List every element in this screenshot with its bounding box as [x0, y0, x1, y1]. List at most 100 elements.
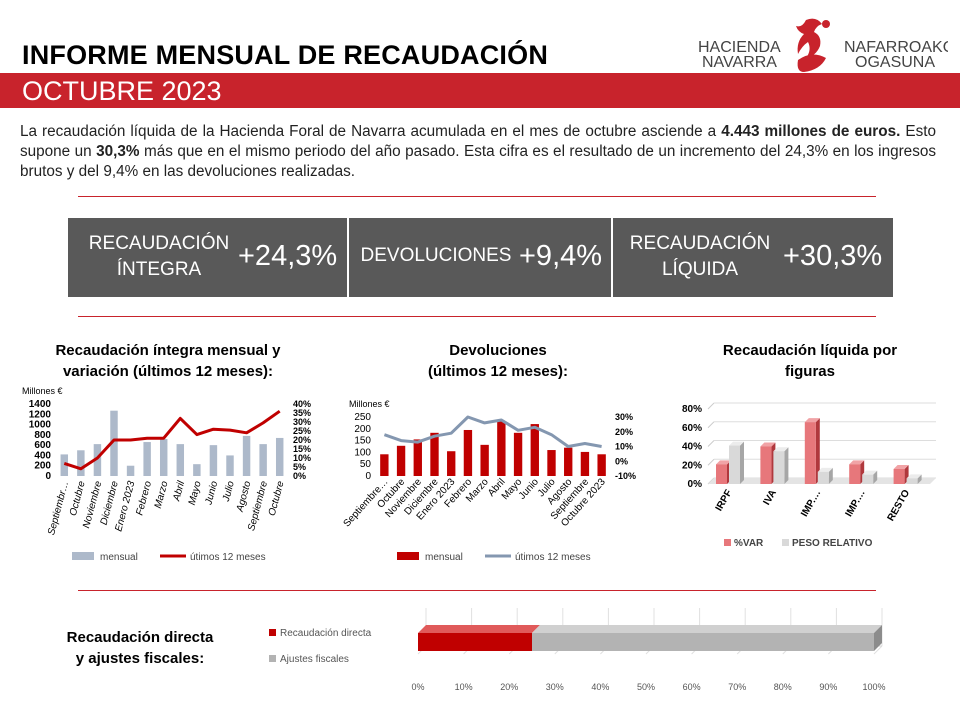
bar-mensual — [259, 444, 267, 476]
bar-var — [804, 422, 816, 484]
y2-tick-label: 30% — [615, 412, 633, 422]
category-label: Mayo — [187, 480, 204, 507]
bar-mensual — [597, 454, 606, 476]
bar-top — [849, 460, 865, 465]
bar-peso-relativo — [817, 471, 829, 484]
logo-left-line1: HACIENDA — [698, 39, 781, 56]
bar-mensual — [380, 454, 389, 476]
bar-mensual — [564, 447, 573, 476]
bar-top — [532, 625, 882, 633]
bar-top — [729, 441, 744, 446]
kpi-recaudacion-liquida: RECAUDACIÓN LÍQUIDA +30,3% — [613, 218, 893, 297]
bar-var — [760, 446, 772, 484]
y2-tick-label: -10% — [615, 471, 636, 481]
bar-var — [849, 464, 861, 484]
bar-side — [828, 467, 833, 484]
bar-top — [893, 465, 909, 469]
y2-tick-label: 20% — [615, 427, 633, 437]
legend-label-mensual: mensual — [100, 552, 138, 563]
y2-tick-label: 20% — [293, 435, 311, 445]
bar-side — [873, 470, 878, 484]
bar-top — [418, 625, 540, 633]
category-label: Julio — [221, 480, 237, 504]
grid-line — [873, 645, 883, 655]
legend-swatch-peso — [782, 539, 789, 546]
hacienda-navarra-logo: HACIENDA NAVARRA NAFARROAKO OGASUNA — [698, 18, 948, 72]
x-tick-label: 30% — [546, 682, 564, 692]
y2-tick-label: 10% — [615, 442, 633, 452]
y-tick-label: 200 — [34, 461, 51, 472]
divider — [78, 316, 876, 317]
legend-label-var: %VAR — [734, 538, 764, 549]
bar-mensual — [110, 410, 118, 476]
x-tick-label: 20% — [500, 682, 518, 692]
y2-tick-label: 30% — [293, 417, 311, 427]
legend-label: Recaudación directa — [280, 628, 372, 639]
y-tick-label: 100 — [354, 447, 371, 458]
bar-mensual — [193, 464, 201, 476]
bar-mensual — [275, 437, 284, 476]
bar-mensual — [242, 435, 251, 476]
kpi-recaudacion-integra: RECAUDACIÓN ÍNTEGRA +24,3% — [68, 218, 347, 297]
category-label: Abril — [171, 479, 187, 503]
bar-side — [815, 418, 820, 484]
bar-mensual — [396, 445, 406, 476]
bar-mensual — [77, 450, 85, 476]
legend-label-line: útimos 12 meses — [190, 552, 266, 563]
grid-line — [707, 421, 715, 429]
y-axis-unit-label: Millones € — [22, 386, 63, 396]
bar-mensual — [159, 438, 168, 476]
y-tick-label: 60% — [682, 423, 702, 434]
line-ultimos-12-meses — [63, 409, 281, 471]
intro-text-1: La recaudación líquida de la Hacienda Fo… — [20, 123, 722, 140]
coat-of-arms-icon — [796, 18, 830, 72]
kpi-value: +30,3% — [783, 240, 883, 272]
kpi-devoluciones: DEVOLUCIONES +9,4% — [349, 218, 611, 297]
bar-mensual — [580, 451, 590, 476]
bar-peso-relativo — [729, 445, 740, 484]
legend-swatch-mensual — [72, 552, 94, 560]
bar-peso-relativo — [862, 474, 874, 484]
category-label: IMP.… — [844, 488, 868, 519]
x-tick-label: 70% — [728, 682, 746, 692]
intro-text-2: Esto supone un — [20, 123, 937, 160]
grid-line — [707, 458, 715, 466]
x-tick-label: 80% — [774, 682, 792, 692]
y-tick-label: 80% — [682, 404, 702, 415]
chart4-title: Recaudación directa y ajustes fiscales: — [66, 629, 214, 667]
y-tick-label: 0 — [45, 471, 51, 482]
bar-top — [804, 418, 820, 423]
kpi-value: +9,4% — [519, 240, 603, 272]
y2-tick-label: 40% — [293, 399, 311, 409]
bar-mensual — [530, 424, 539, 476]
bar-mensual — [143, 442, 151, 476]
y-tick-label: 600 — [34, 440, 51, 451]
bar-top — [906, 474, 922, 479]
divider — [78, 590, 876, 591]
bar-top — [817, 467, 833, 472]
bar-mensual — [60, 454, 69, 476]
y-tick-label: 200 — [354, 424, 371, 435]
legend-label-peso: PESO RELATIVO — [792, 538, 873, 549]
x-tick-label: 100% — [862, 682, 885, 692]
category-label: Marzo — [153, 480, 171, 510]
intro-growth-rate: 30,3% — [96, 143, 140, 160]
bar-top — [773, 447, 789, 452]
y2-tick-label: 5% — [293, 462, 306, 472]
divider — [78, 196, 876, 197]
chart3-title: Recaudación líquida por figuras — [722, 342, 898, 380]
kpi-value: +24,3% — [238, 240, 338, 272]
bar-mensual — [126, 465, 135, 476]
bar-mensual — [413, 439, 422, 476]
legend-swatch — [269, 629, 276, 636]
bar-mensual — [547, 450, 556, 476]
report-title: INFORME MENSUAL DE RECAUDACIÓN — [22, 40, 549, 70]
logo-right-line1: NAFARROAKO — [844, 39, 948, 56]
y-tick-label: 50 — [360, 459, 372, 470]
chart-recaudacion-directa: 0% 10% 20% 30% 40% 50% 60% 70% 80% 90% 100% Recauda… — [269, 608, 886, 692]
kpi-label: DEVOLUCIONES — [360, 245, 512, 266]
y-tick-label: 1000 — [29, 420, 52, 431]
bar-peso-relativo — [773, 451, 785, 484]
bar-var — [893, 469, 905, 484]
